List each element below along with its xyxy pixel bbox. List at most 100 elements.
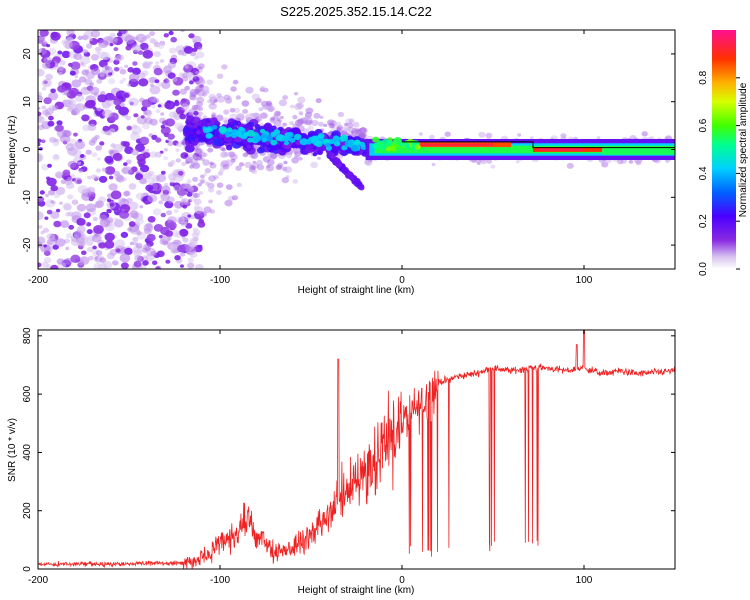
- spectrogram-cell: [39, 190, 45, 195]
- spectrogram-x-ticks: -200 -100 0 100: [28, 30, 593, 286]
- spectrogram-cell: [197, 182, 203, 187]
- spectrogram-cell: [173, 101, 180, 107]
- spectrogram-cell: [197, 156, 203, 161]
- spectrogram-cell: [116, 32, 123, 37]
- spectrogram-cell: [204, 168, 211, 174]
- spectrogram-cell: [56, 208, 61, 213]
- spectrogram-cell: [40, 243, 51, 253]
- spectrogram-cell: [177, 49, 185, 56]
- spectrogram-cell: [101, 65, 112, 74]
- spectrogram-cell: [50, 211, 60, 219]
- spectrogram-cell: [135, 33, 147, 43]
- spectrogram-cell: [265, 135, 273, 142]
- spectrogram-cell: [131, 213, 139, 219]
- spectrogram-cell: [207, 147, 214, 153]
- spectrogram-cell: [156, 174, 167, 183]
- spectrogram-cell: [160, 212, 166, 218]
- spectrogram-cell: [166, 100, 171, 104]
- spectrogram-cell: [155, 109, 161, 114]
- spectrogram-y-ticks: -20 -10 0 10 20: [22, 48, 675, 252]
- spectrogram-cell: [174, 200, 184, 209]
- spectrogram-cell: [372, 143, 379, 149]
- spectrogram-cell: [43, 97, 52, 105]
- spectrogram-cell: [41, 105, 46, 110]
- spectrogram-cell: [98, 175, 108, 183]
- spectrogram-cell: [145, 222, 153, 229]
- colorbar-tick-label: 0.8: [698, 70, 709, 84]
- spectrogram-cell: [203, 172, 207, 176]
- snr-x-axis-label: Height of straight line (km): [298, 585, 415, 596]
- spectrogram-cell: [175, 148, 180, 152]
- spectrogram-cell: [276, 149, 282, 154]
- spectrogram-cell: [50, 200, 55, 204]
- spectrogram-cell: [226, 127, 233, 132]
- spectrogram-cell: [63, 202, 72, 210]
- spectrogram-cell: [149, 118, 158, 126]
- spectrogram-cell: [45, 73, 53, 81]
- spectrogram-cell: [96, 157, 101, 161]
- spectrogram-cell: [293, 91, 299, 96]
- spectrogram-cell: [38, 95, 43, 102]
- spectrogram-cell: [44, 216, 49, 220]
- spectrogram-cell: [158, 234, 163, 239]
- spectrogram-cell: [77, 185, 88, 194]
- spectrogram-cell: [41, 163, 49, 171]
- spectrogram-cell: [319, 115, 324, 119]
- spectrogram-cell: [184, 85, 190, 91]
- spectrogram-cell: [196, 51, 205, 59]
- spectrogram-cell: [341, 145, 348, 151]
- spectrogram-cell: [270, 117, 275, 121]
- spectrogram-cell: [225, 184, 233, 190]
- spectrogram-cell: [333, 159, 340, 165]
- spectrogram-cell: [113, 47, 119, 52]
- spectrogram-cell: [78, 76, 87, 83]
- spectrogram-cell: [88, 139, 96, 146]
- spectrogram-cell: [50, 31, 61, 41]
- spectrogram-cell: [92, 245, 97, 250]
- spectrogram-cell: [96, 107, 102, 112]
- spectrogram-cell: [161, 185, 171, 193]
- spectrogram-cell: [200, 211, 207, 217]
- spectrogram-cell: [127, 227, 132, 232]
- spectrogram-cell: [146, 233, 156, 242]
- spectrogram-cell: [429, 134, 435, 140]
- spectrogram-cell: [87, 123, 97, 132]
- spectrogram-cell: [104, 240, 115, 249]
- spectrogram-cell: [55, 124, 64, 132]
- spectrogram-cell: [158, 200, 164, 205]
- spectrogram-cell: [126, 197, 133, 204]
- spectrogram-cell: [187, 185, 193, 190]
- spectrogram-cell: [73, 52, 83, 61]
- spectrogram-cell: [256, 164, 265, 171]
- spectrogram-cell: [182, 204, 188, 209]
- spectrogram-cell: [203, 127, 210, 134]
- spectrogram-cell: [486, 159, 493, 164]
- x-tick-label: 0: [399, 275, 405, 286]
- spectrogram-cell: [147, 194, 158, 203]
- colorbar-gradient: [712, 30, 736, 269]
- spectrogram-cell: [164, 182, 169, 187]
- spectrogram-cell: [97, 94, 108, 103]
- y-tick-label: -20: [22, 237, 33, 252]
- y-tick-label: 10: [22, 96, 33, 108]
- spectrogram-cell: [356, 181, 363, 187]
- spectrogram-cell: [212, 138, 222, 147]
- spectrogram-cell: [38, 111, 42, 117]
- spectrogram-cell: [179, 195, 183, 199]
- spectrogram-cell: [119, 66, 124, 70]
- spectrogram-cell: [129, 241, 135, 246]
- spectrogram-cell: [137, 158, 146, 166]
- spectrogram-cell: [141, 122, 150, 130]
- spectrogram-cell: [205, 181, 210, 186]
- spectrogram-cell: [187, 262, 195, 269]
- spectrogram-cell: [203, 206, 212, 213]
- spectrogram-cell: [196, 150, 201, 154]
- spectrogram-cell: [157, 82, 163, 87]
- spectrogram-cell: [94, 202, 102, 209]
- spectrogram-cell: [257, 146, 265, 154]
- spectrogram-cell: [185, 160, 190, 165]
- spectrogram-cell: [190, 160, 199, 167]
- spectrogram-cell: [131, 44, 142, 53]
- spectrogram-cell: [134, 255, 142, 262]
- spectrogram-cell: [113, 67, 120, 72]
